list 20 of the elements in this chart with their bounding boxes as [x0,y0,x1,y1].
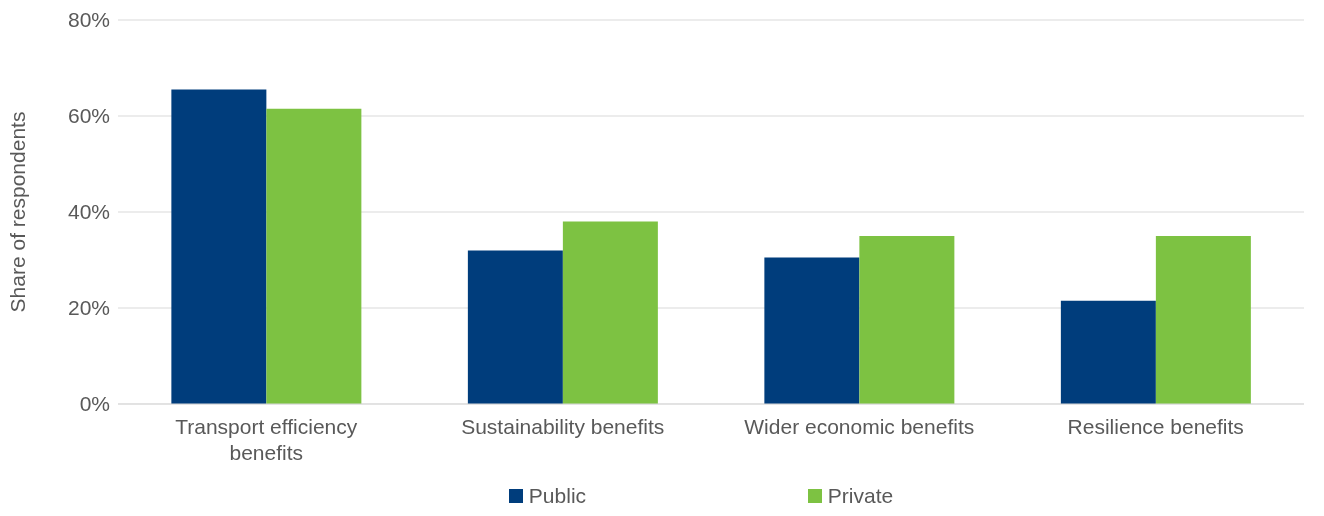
legend-label: Public [527,484,587,508]
y-tick-label: 0% [79,392,110,416]
y-axis-title: Share of respondents [6,111,30,313]
y-tick-label: 20% [67,296,110,320]
y-tick-label: 60% [67,104,110,128]
bar [562,221,658,404]
y-tick-label: 80% [67,8,110,32]
bar [467,250,563,404]
x-tick-label: Transport efficiency benefits [175,415,358,464]
bar [764,257,860,404]
y-tick-label: 40% [67,200,110,224]
bar [859,236,955,404]
bar [171,89,267,404]
bar [1155,236,1251,404]
x-tick-label: Wider economic benefits [744,415,975,438]
x-tick-label: Resilience benefits [1067,415,1244,438]
legend-label: Private [826,484,894,508]
bar [266,108,362,404]
x-tick-label: Sustainability benefits [461,415,665,438]
bar [1060,300,1156,404]
